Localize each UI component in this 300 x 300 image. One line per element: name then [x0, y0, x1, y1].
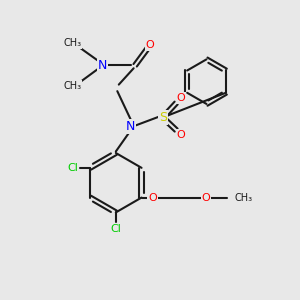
- Text: O: O: [148, 193, 157, 202]
- Text: N: N: [98, 59, 107, 72]
- Text: O: O: [202, 193, 210, 202]
- Text: CH₃: CH₃: [63, 38, 81, 48]
- Text: S: S: [159, 111, 167, 124]
- Text: CH₃: CH₃: [234, 193, 252, 202]
- Text: O: O: [177, 93, 186, 103]
- Text: CH₃: CH₃: [63, 81, 81, 91]
- Text: O: O: [146, 40, 154, 50]
- Text: Cl: Cl: [68, 163, 79, 173]
- Text: N: N: [126, 120, 135, 133]
- Text: O: O: [177, 130, 186, 140]
- Text: Cl: Cl: [110, 224, 121, 234]
